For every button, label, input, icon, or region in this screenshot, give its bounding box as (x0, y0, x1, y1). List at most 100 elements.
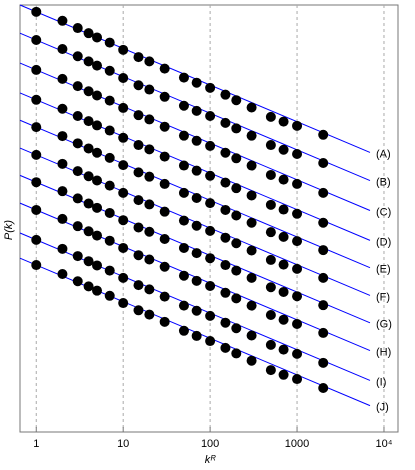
data-point (133, 80, 144, 91)
series-label: (B) (376, 176, 391, 188)
data-point (159, 63, 170, 74)
data-point (205, 82, 216, 93)
data-point (144, 284, 155, 295)
data-point (57, 131, 68, 142)
data-point (92, 90, 103, 101)
data-point (231, 265, 242, 276)
data-point (83, 171, 94, 182)
data-point (231, 210, 242, 221)
data-point (178, 130, 189, 141)
data-point (57, 73, 68, 84)
data-point (83, 281, 94, 292)
series-label: (J) (376, 402, 389, 414)
data-point (246, 245, 257, 256)
data-point (292, 236, 303, 247)
data-point (133, 305, 144, 316)
data-point (292, 120, 303, 131)
data-point (231, 123, 242, 134)
data-point (265, 199, 276, 210)
data-point (191, 220, 202, 231)
data-point (159, 316, 170, 327)
data-point (246, 160, 257, 171)
data-point (159, 91, 170, 102)
data-point (220, 287, 231, 298)
data-point (231, 238, 242, 249)
data-point (72, 276, 83, 287)
data-point (144, 114, 155, 125)
data-point (31, 35, 42, 46)
data-point (83, 143, 94, 154)
data-point (118, 298, 129, 309)
data-point (191, 165, 202, 176)
data-point (159, 261, 170, 272)
data-point (265, 254, 276, 265)
data-point (118, 272, 129, 283)
data-point (178, 100, 189, 111)
data-point (178, 300, 189, 311)
data-point (118, 187, 129, 198)
data-point (220, 147, 231, 158)
series-label: (E) (376, 264, 391, 276)
data-point (104, 180, 115, 191)
data-point (118, 102, 129, 113)
data-point (318, 187, 329, 198)
data-point (133, 195, 144, 206)
data-point (159, 178, 170, 189)
series-label: (I) (376, 376, 386, 388)
data-point (178, 215, 189, 226)
data-point (144, 144, 155, 155)
data-point (159, 121, 170, 132)
data-point (31, 204, 42, 215)
data-point (318, 272, 329, 283)
data-point (292, 291, 303, 302)
data-point (292, 348, 303, 359)
data-point (220, 317, 231, 328)
data-point (246, 102, 257, 113)
data-point (133, 167, 144, 178)
data-point (144, 254, 155, 265)
data-point (31, 122, 42, 133)
data-point (72, 221, 83, 232)
data-point (278, 174, 289, 185)
data-point (118, 132, 129, 143)
data-point (118, 160, 129, 171)
data-point (205, 140, 216, 151)
data-point (178, 270, 189, 281)
data-point (133, 140, 144, 151)
data-point (231, 95, 242, 106)
data-point (246, 190, 257, 201)
data-point (72, 193, 83, 204)
data-point (278, 344, 289, 355)
data-point (246, 300, 257, 311)
data-point (191, 275, 202, 286)
data-point (57, 15, 68, 26)
data-point (278, 286, 289, 297)
data-point (292, 318, 303, 329)
data-point (83, 56, 94, 67)
data-point (144, 171, 155, 182)
data-point (265, 339, 276, 350)
data-point (220, 260, 231, 271)
data-point (72, 81, 83, 92)
data-point (178, 242, 189, 253)
data-point (104, 152, 115, 163)
data-point (104, 265, 115, 276)
data-point (83, 28, 94, 39)
data-point (246, 272, 257, 283)
data-point (318, 327, 329, 338)
data-point (292, 178, 303, 189)
data-point (318, 383, 329, 394)
data-point (159, 291, 170, 302)
data-point (265, 227, 276, 238)
data-point (318, 300, 329, 311)
data-point (265, 111, 276, 122)
data-point (104, 95, 115, 106)
data-point (92, 60, 103, 71)
data-point (31, 234, 42, 245)
data-point (133, 110, 144, 121)
data-point (178, 187, 189, 198)
data-point (133, 250, 144, 261)
data-point (83, 198, 94, 209)
data-point (31, 177, 42, 188)
